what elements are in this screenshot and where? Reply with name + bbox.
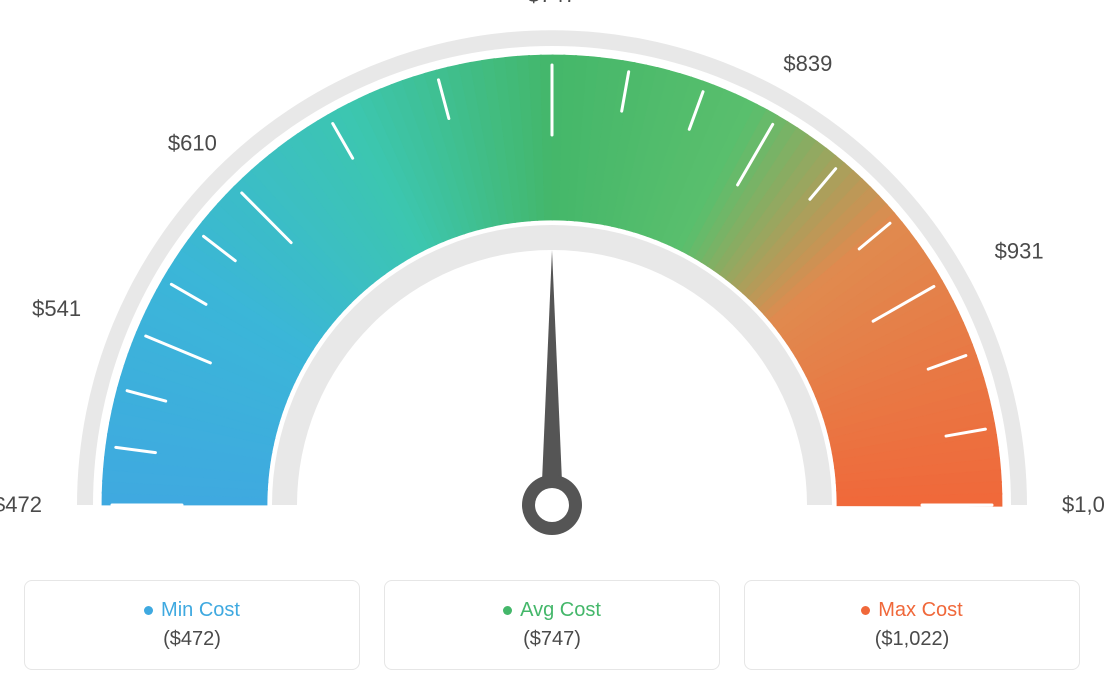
gauge-tick-label: $931 [995, 239, 1044, 264]
legend-dot-icon [144, 606, 153, 615]
legend-title-text: Avg Cost [520, 599, 601, 622]
legend-card-avg: Avg Cost ($747) [384, 580, 720, 670]
legend-value: ($747) [395, 628, 709, 651]
legend-dot-icon [861, 606, 870, 615]
legend-title: Max Cost [861, 599, 962, 622]
legend-row: Min Cost ($472) Avg Cost ($747) Max Cost ($1,… [0, 580, 1104, 670]
gauge-tick-label: $839 [783, 51, 832, 76]
legend-value: ($472) [35, 628, 349, 651]
gauge-tick-label: $610 [168, 130, 217, 155]
gauge-chart: $472 $541 $610 $747 $839 $931 $1,022 [0, 0, 1104, 560]
legend-title: Avg Cost [503, 599, 601, 622]
gauge-tick-label: $1,022 [1062, 492, 1104, 517]
legend-dot-icon [503, 606, 512, 615]
legend-value: ($1,022) [755, 628, 1069, 651]
legend-card-min: Min Cost ($472) [24, 580, 360, 670]
legend-title: Min Cost [144, 599, 240, 622]
gauge-tick-label: $747 [528, 0, 577, 7]
gauge-container: $472 $541 $610 $747 $839 $931 $1,022 [0, 0, 1104, 560]
gauge-needle [522, 250, 582, 535]
gauge-tick-label: $472 [0, 492, 42, 517]
legend-title-text: Min Cost [161, 599, 240, 622]
legend-card-max: Max Cost ($1,022) [744, 580, 1080, 670]
legend-title-text: Max Cost [878, 599, 962, 622]
gauge-tick-label: $541 [32, 296, 81, 321]
